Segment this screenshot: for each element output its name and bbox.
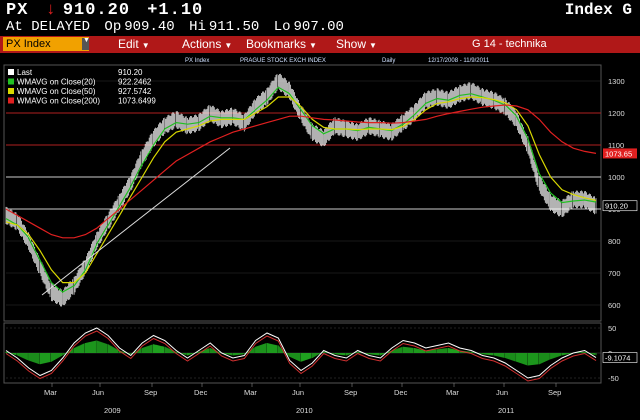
high-label: Hi: [189, 19, 206, 35]
chart-period: Daily: [382, 58, 395, 64]
oscillator-signal-line: [5, 330, 597, 382]
high-price: 911.50: [208, 19, 260, 35]
quote-line-2: At DELAYED Op 909.40 Hi 911.50 Lo 907.00: [6, 19, 350, 35]
legend-label: WMAVG on Close(200): [17, 97, 100, 106]
month-label: Sep: [548, 388, 561, 397]
chevron-down-icon: ▼: [83, 37, 90, 44]
chart-date-range: 12/17/2008 - 11/9/2011: [428, 58, 490, 64]
price-tag: [603, 148, 637, 159]
price-tags: 1073.65 910.20 -9.1074: [602, 148, 638, 363]
wmavg-50-line: [5, 96, 597, 284]
index-indicator: Index G: [565, 1, 632, 19]
price-tick-label: 1100: [608, 141, 624, 150]
price-chart[interactable]: PX Index PRAGUE STOCK EXCH INDEX Daily 1…: [0, 53, 640, 420]
month-label: Dec: [194, 388, 208, 397]
price-tag-label: 1073.65: [605, 149, 632, 158]
price-tag: [602, 200, 638, 212]
legend-label: WMAVG on Close(50): [17, 87, 96, 96]
security-label: PX Index: [6, 38, 51, 50]
legend-value: 922.2462: [118, 78, 152, 87]
menu-show-label: Show: [336, 37, 367, 51]
price-tick-label: 1000: [608, 173, 625, 182]
oscillator-tick-label: -50: [608, 374, 619, 383]
legend-swatch: [8, 78, 14, 85]
month-label: Mar: [446, 388, 459, 397]
legend-swatch: [8, 69, 14, 75]
oscillator-series: [5, 327, 597, 382]
open-label: Op: [104, 19, 122, 35]
menu-bookmarks-label: Bookmarks: [246, 37, 307, 51]
oscillator-tag: [602, 352, 638, 363]
month-label: Mar: [44, 388, 57, 397]
price-tick-label: 1300: [608, 77, 625, 86]
screen-title: G 14 - technika: [472, 38, 547, 50]
month-label: Sep: [344, 388, 357, 397]
month-label: Jun: [496, 388, 508, 397]
month-label: Mar: [244, 388, 257, 397]
wmavg-20-line: [5, 86, 597, 293]
net-change: +1.10: [147, 1, 204, 20]
price-panel-frame: [3, 64, 602, 322]
security-dropdown[interactable]: ▼: [82, 37, 90, 50]
last-price: 910.20: [62, 1, 131, 20]
open-price: 909.40: [124, 19, 175, 35]
price-series: [5, 73, 597, 307]
price-tick-label: 1200: [608, 109, 625, 118]
year-label: 2009: [104, 406, 121, 415]
legend-value: 910.20: [118, 68, 143, 77]
menu-actions-label: Actions: [182, 37, 222, 51]
low-price: 907.00: [293, 19, 344, 35]
legend-label: Last: [17, 68, 33, 77]
legend-value: 1073.6499: [118, 97, 156, 106]
year-label: 2010: [296, 406, 313, 415]
legend-swatch: [8, 97, 14, 104]
price-tick-label: 800: [608, 237, 621, 246]
price-gridlines: [6, 80, 601, 306]
chevron-down-icon: ▼: [309, 41, 317, 50]
oscillator-line: [5, 327, 597, 379]
legend-value: 927.5742: [118, 87, 152, 96]
chart-ticker: PX Index: [185, 58, 209, 64]
month-label: Dec: [394, 388, 408, 397]
menu-edit[interactable]: Edit ▼: [118, 37, 150, 53]
quote-line-1: PX ↓ 910.20 +1.10: [6, 1, 209, 20]
menu-actions[interactable]: Actions ▼: [182, 37, 232, 53]
security-field[interactable]: PX Index: [3, 37, 89, 51]
wmavg-200-line: [5, 104, 597, 239]
oscillator-tick-label: 50: [608, 324, 616, 333]
quote-bar: PX ↓ 910.20 +1.10 At DELAYED Op 909.40 Hi 9…: [0, 0, 640, 36]
time-axis: Mar Jun Sep Dec Mar Jun Sep Dec Mar Jun Sep 2009 201…: [44, 383, 561, 415]
menu-bookmarks[interactable]: Bookmarks ▼: [246, 37, 317, 53]
ticker-symbol: PX: [6, 1, 29, 20]
month-label: Jun: [92, 388, 104, 397]
delay-status: At DELAYED: [6, 19, 91, 35]
price-tick-label: 700: [608, 269, 621, 278]
chevron-down-icon: ▼: [369, 41, 377, 50]
oscillator-tag-label: -9.1074: [605, 354, 630, 363]
low-label: Lo: [273, 19, 291, 35]
index-key: G: [622, 1, 632, 19]
chart-legend: Last 910.20 WMAVG on Close(20) 922.2462 WMAV…: [8, 68, 156, 106]
index-label: Index: [564, 1, 613, 19]
chart-security-name: PRAGUE STOCK EXCH INDEX: [240, 58, 326, 64]
trend-line: [41, 147, 231, 296]
down-arrow-icon: ↓: [45, 1, 57, 20]
menu-show[interactable]: Show ▼: [336, 37, 377, 53]
price-tick-label: 600: [608, 301, 621, 310]
chevron-down-icon: ▼: [141, 41, 150, 50]
legend-swatch: [8, 88, 14, 94]
chart-header: PX Index PRAGUE STOCK EXCH INDEX Daily 1…: [185, 58, 490, 64]
month-label: Sep: [144, 388, 157, 397]
menu-edit-label: Edit: [118, 37, 139, 51]
price-axis: 1300120011001000900800700600: [608, 77, 625, 310]
year-label: 2011: [498, 406, 514, 415]
menu-bar: PX Index ▼ Edit ▼ Actions ▼ Bookmarks ▼ Sho…: [0, 36, 640, 53]
legend-label: WMAVG on Close(20): [17, 78, 96, 87]
chevron-down-icon: ▼: [224, 41, 233, 50]
price-tag-label: 910.20: [605, 202, 628, 211]
month-label: Jun: [292, 388, 304, 397]
